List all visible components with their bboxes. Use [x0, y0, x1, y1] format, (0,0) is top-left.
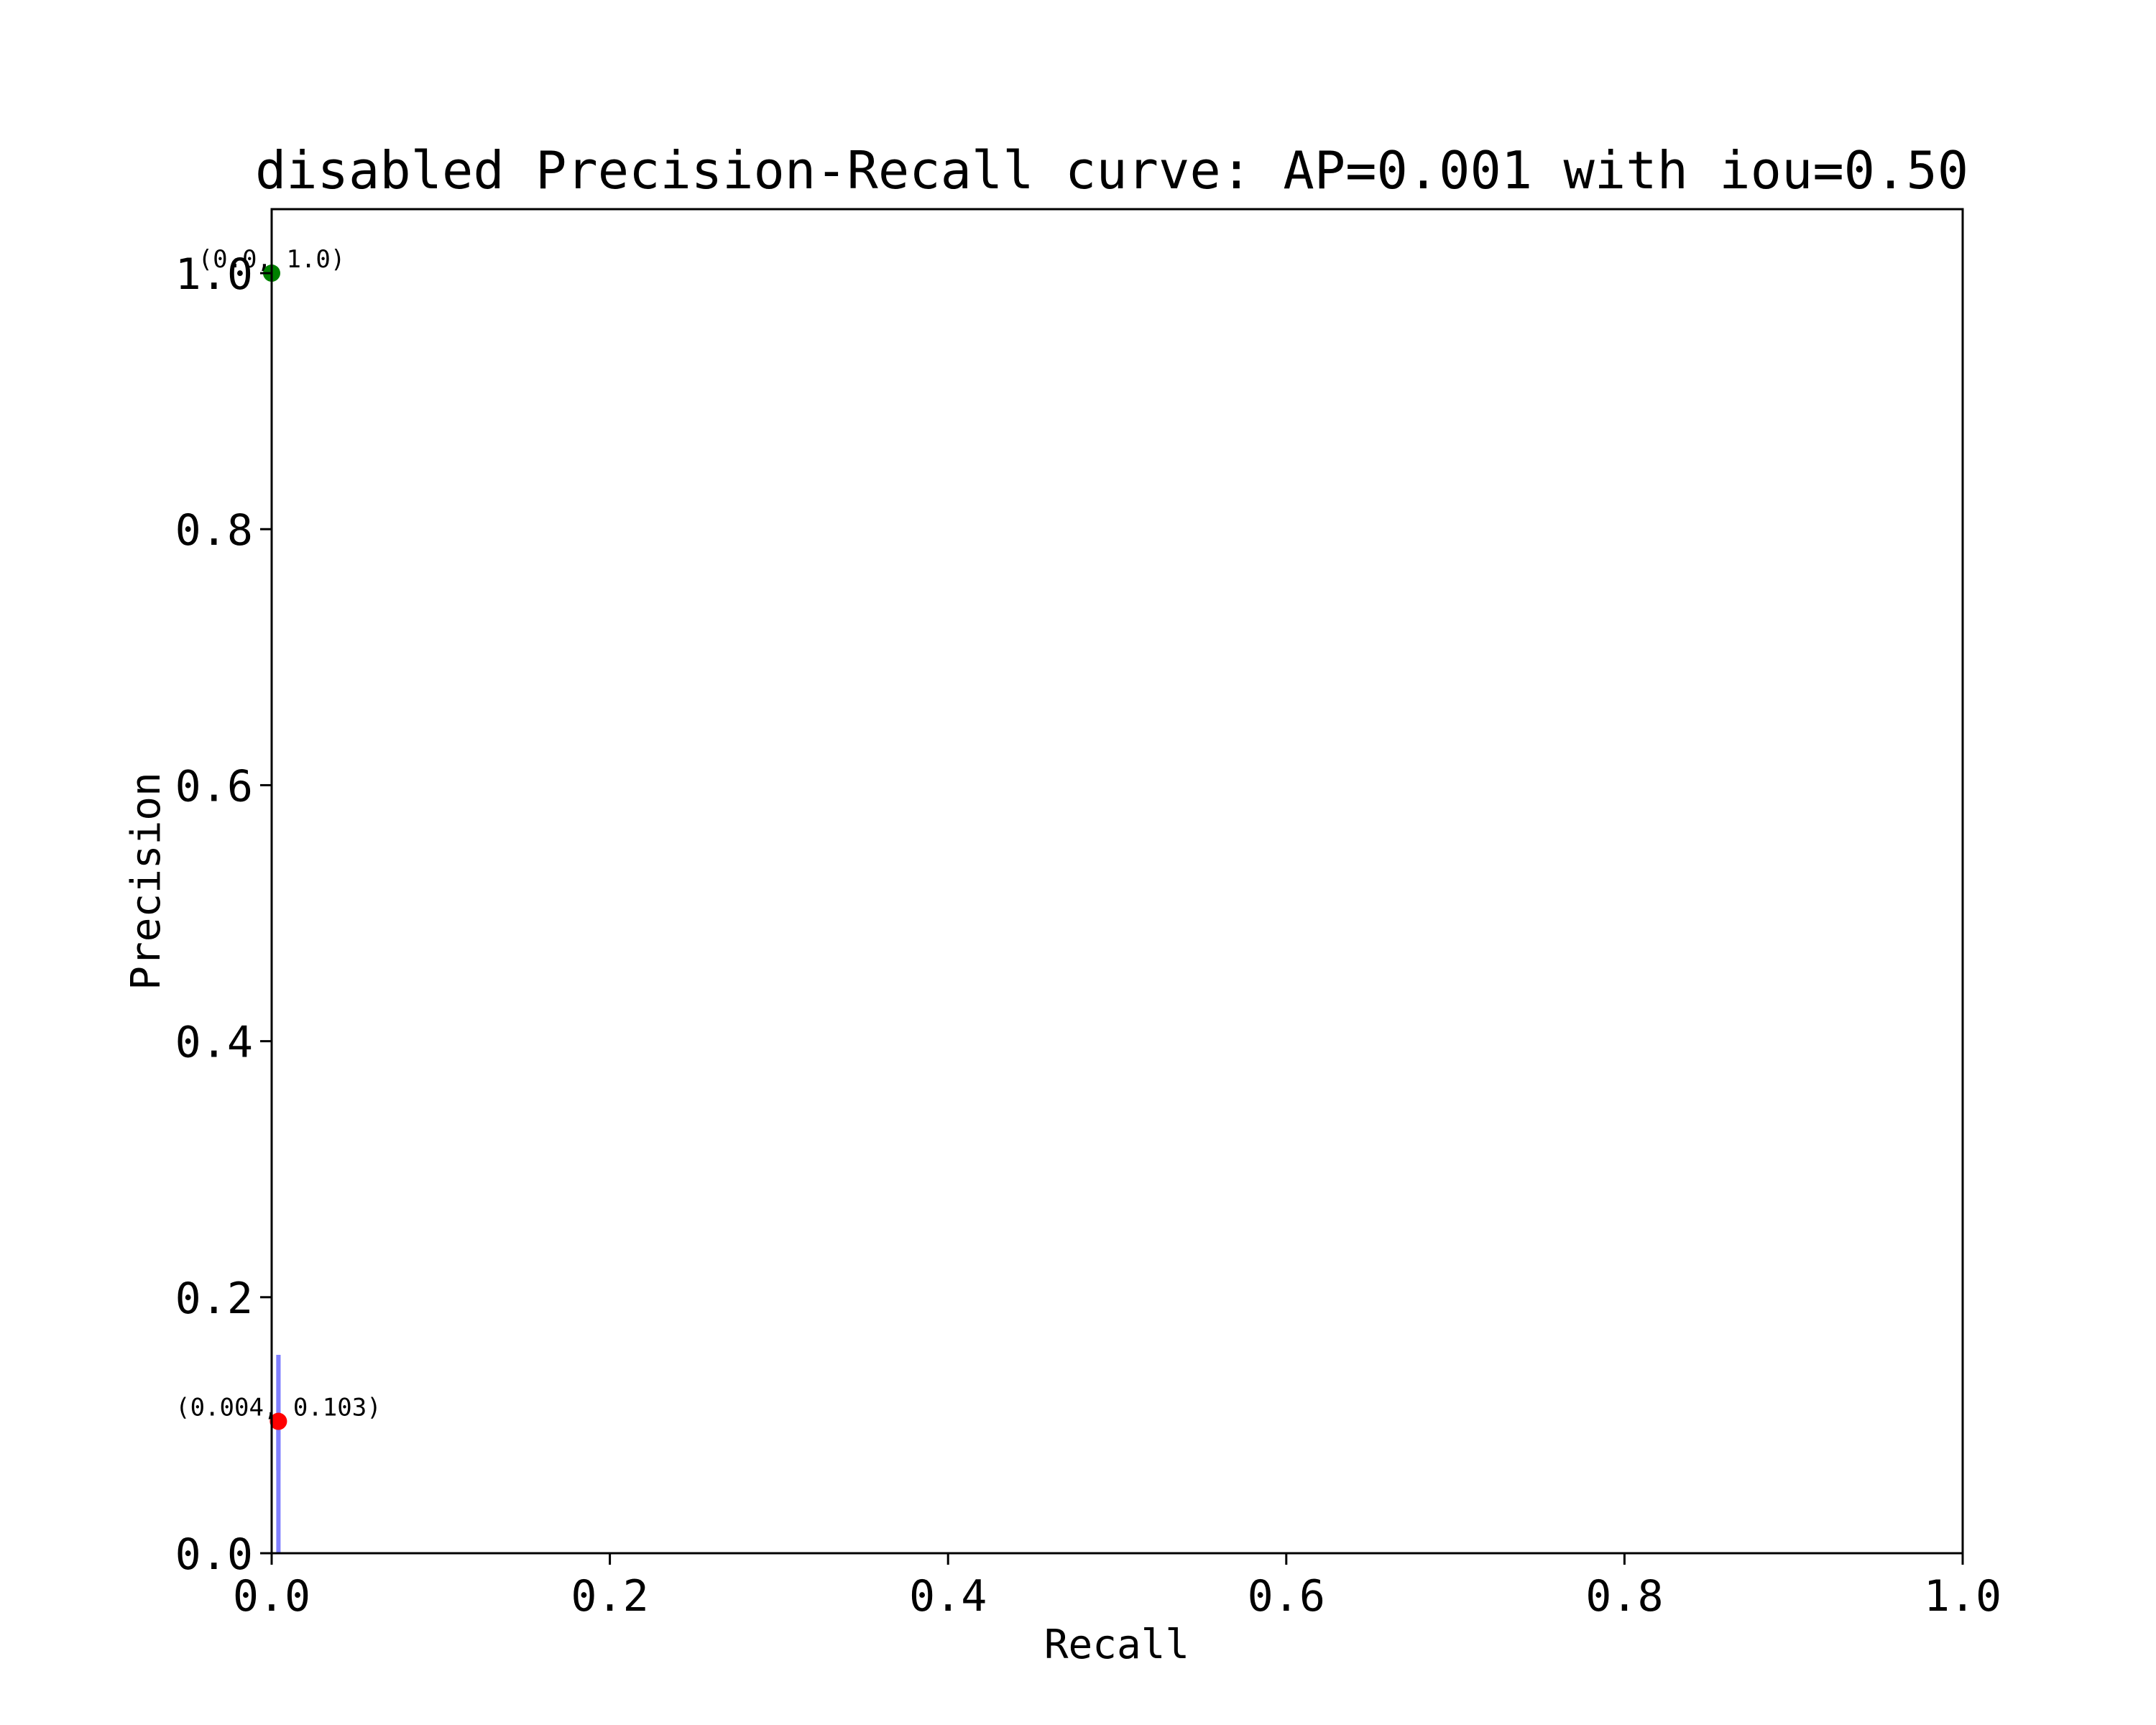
x-axis: 0.0 0.2 0.4 0.6 0.8 1.0	[233, 1553, 2001, 1622]
x-tick-label: 0.8	[1585, 1571, 1663, 1622]
chart-title: disabled Precision-Recall curve: AP=0.00…	[255, 140, 1968, 201]
y-tick-label: 0.4	[175, 1018, 253, 1068]
y-tick-label: 0.0	[175, 1530, 253, 1580]
plot-area: (0.0, 1.0)(0.004, 0.103)	[175, 245, 382, 1553]
y-axis: 0.0 0.2 0.4 0.6 0.8 1.0	[175, 249, 272, 1580]
x-tick-label: 1.0	[1924, 1571, 2001, 1622]
x-tick-label: 0.4	[909, 1571, 987, 1622]
y-tick-label: 0.2	[175, 1274, 253, 1324]
y-tick-label: 0.8	[175, 505, 253, 556]
data-point-marker	[270, 1412, 287, 1430]
x-tick-label: 0.0	[233, 1571, 310, 1622]
y-tick-label: 0.6	[175, 761, 253, 811]
y-axis-label: Precision	[123, 772, 170, 990]
x-tick-label: 0.6	[1248, 1571, 1325, 1622]
y-tick-label: 1.0	[175, 249, 253, 300]
data-point-annotation: (0.004, 0.103)	[175, 1394, 382, 1422]
axes-frame	[270, 208, 1964, 1555]
x-axis-label: Recall	[1044, 1622, 1189, 1668]
x-tick-label: 0.2	[571, 1571, 648, 1622]
